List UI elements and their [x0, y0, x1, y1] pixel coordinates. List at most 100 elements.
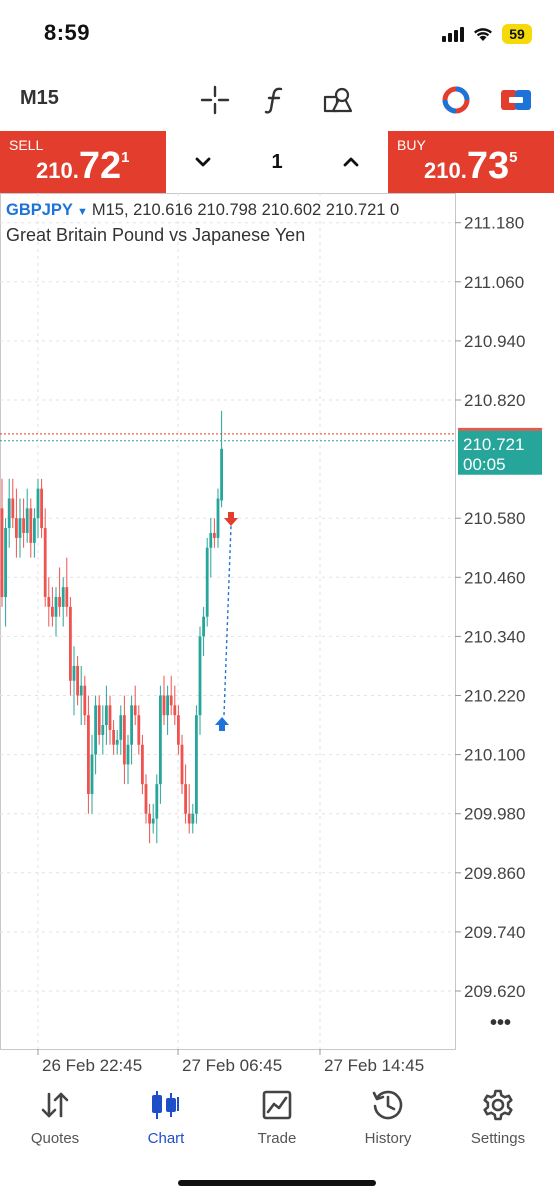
settings-gear-icon [483, 1089, 513, 1121]
lot-increase-button[interactable] [336, 147, 366, 177]
objects-icon [323, 87, 353, 113]
symbol-info: GBPJPY ▼ M15, 210.616 210.798 210.602 210.… [6, 201, 399, 220]
sell-marker-icon [224, 512, 238, 527]
y-tick-label: 209.620 [464, 982, 525, 1001]
status-bar: 8:59 59 [0, 0, 554, 70]
y-tick-label: 209.980 [464, 805, 525, 824]
wifi-icon [474, 28, 492, 41]
candle-body [47, 597, 51, 607]
crosshair-button[interactable] [197, 82, 233, 118]
y-tick-label: 210.100 [464, 746, 525, 765]
trade-panel: SELL 210.721 1 BUY 210.735 [0, 131, 554, 193]
tab-settings[interactable]: Settings [443, 1080, 553, 1155]
buy-label: BUY [397, 137, 426, 153]
x-tick-label: 26 Feb 22:45 [42, 1056, 142, 1075]
symbol-caret-icon[interactable]: ▼ [76, 206, 88, 218]
candle-body [72, 665, 76, 681]
candle-body [105, 705, 108, 726]
symbol-name[interactable]: GBPJPY [6, 201, 73, 219]
candle-body [144, 784, 148, 814]
candle-body [130, 705, 133, 745]
candle-body [191, 813, 195, 824]
tab-trade-label: Trade [257, 1130, 297, 1147]
history-clock-icon [372, 1090, 403, 1120]
y-tick-label: 210.340 [464, 627, 525, 646]
candle-body [115, 739, 119, 745]
candle-body [7, 498, 11, 529]
y-tick-label: 210.580 [464, 509, 525, 528]
sell-price-small: 210. [36, 158, 79, 183]
tab-history[interactable]: History [333, 1080, 443, 1155]
candle-body [180, 744, 184, 785]
lot-selector: 1 [166, 131, 388, 193]
candle-body [126, 744, 130, 765]
candle-body [79, 685, 83, 696]
candle-body [87, 715, 90, 794]
one-click-button[interactable] [438, 82, 474, 118]
tab-chart[interactable]: Chart [111, 1080, 221, 1155]
candle-body [69, 606, 72, 681]
chart-candles-icon [152, 1091, 179, 1119]
sell-price-big: 72 [78, 145, 122, 187]
candle-body [33, 518, 36, 543]
buy-price-sup: 5 [509, 149, 518, 166]
candle-body [169, 695, 173, 706]
candle-body [184, 784, 187, 814]
candle-body [97, 705, 101, 735]
candle-body [54, 597, 58, 617]
candle-body [166, 695, 169, 716]
candle-body [61, 587, 65, 607]
candle-body [198, 636, 202, 716]
switch-account-button[interactable] [498, 82, 534, 118]
candle-body [202, 616, 205, 637]
candle-body [159, 695, 162, 785]
y-tick-label: 209.740 [464, 923, 525, 942]
candle-body [205, 547, 209, 617]
candle-body [43, 528, 47, 597]
candle-body [94, 705, 97, 755]
plot-border [0, 193, 456, 1050]
chart-area[interactable]: 211.180 211.060 210.940 210.820 210.580 210.4… [0, 193, 554, 1080]
candle-body [119, 715, 123, 740]
sell-price-sup: 1 [121, 149, 130, 166]
candle-body [141, 744, 144, 785]
function-icon [264, 87, 283, 114]
bid-price-label: 210.721 [463, 435, 524, 454]
candle-body [187, 813, 191, 824]
candle-body [90, 754, 94, 794]
candle-body [173, 705, 177, 716]
tab-trade[interactable]: Trade [222, 1080, 332, 1155]
sell-label: SELL [9, 137, 44, 153]
tab-quotes[interactable]: Quotes [0, 1080, 110, 1155]
y-tick-label: 210.460 [464, 568, 525, 587]
indicators-button[interactable] [257, 82, 293, 118]
more-options-icon[interactable]: ••• [490, 1012, 511, 1034]
lot-decrease-button[interactable] [188, 147, 218, 177]
buy-marker-icon [215, 717, 229, 732]
signal-icon [442, 26, 464, 42]
sell-button[interactable]: SELL 210.721 [0, 131, 166, 193]
tab-history-label: History [364, 1130, 412, 1147]
candle-body [177, 715, 180, 745]
lot-value[interactable]: 1 [271, 151, 283, 173]
candle-body [148, 813, 151, 824]
candle-body [209, 532, 213, 548]
sell-price: 210.721 [36, 145, 129, 188]
candle-body [195, 715, 198, 814]
candle-body [101, 725, 105, 735]
timeframe-button[interactable]: M15 [20, 87, 59, 109]
y-tick-label: 211.060 [464, 273, 524, 292]
candle-body [51, 606, 54, 617]
switch-icon [501, 90, 531, 110]
candle-body [18, 518, 22, 538]
oneclick-icon [442, 86, 470, 114]
trade-chart-icon [262, 1090, 292, 1120]
y-tick-label: 210.220 [464, 687, 525, 706]
objects-button[interactable] [320, 82, 356, 118]
price-chart[interactable]: 211.180 211.060 210.940 210.820 210.580 210.4… [0, 193, 554, 1080]
trade-link-line [223, 526, 232, 716]
candle-body [123, 715, 126, 765]
buy-button[interactable]: BUY 210.735 [388, 131, 554, 193]
candle-body [220, 448, 223, 501]
candle-body [108, 705, 112, 730]
